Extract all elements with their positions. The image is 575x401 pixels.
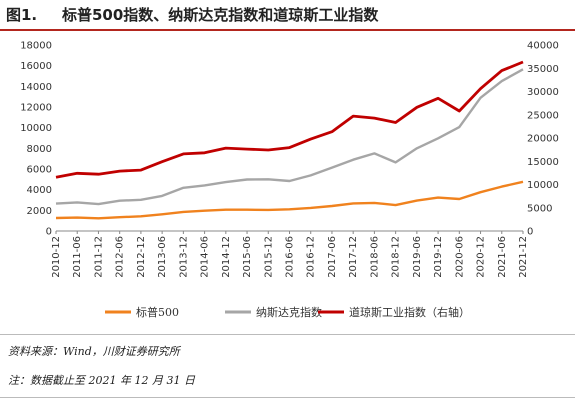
x-tick-label: 2012-06: [115, 236, 126, 278]
y-left-tick-label: 12000: [20, 103, 52, 114]
figure-title-bar: 图1. 标普500指数、纳斯达克指数和道琼斯工业指数: [0, 0, 575, 31]
x-tick-label: 2014-06: [200, 236, 211, 278]
y-right-tick-label: 15000: [527, 157, 559, 168]
chart-svg: 0 2000 4000 6000 8000 10000 12000 14000 16000 180…: [20, 41, 559, 320]
y-left-tick-label: 0: [46, 227, 52, 238]
date-note: 注：数据截止至 2021 年 12 月 31 日: [8, 374, 195, 387]
figure-title: 标普500指数、纳斯达克指数和道琼斯工业指数: [62, 6, 379, 24]
y-left-tick-label: 16000: [20, 61, 52, 72]
x-tick-label: 2020-12: [476, 236, 487, 278]
legend-label: 标普500: [136, 305, 179, 319]
x-tick-label: 2020-06: [454, 236, 465, 278]
sp500-line: [55, 180, 524, 220]
x-tick-label: 2021-06: [497, 236, 508, 278]
y-right-tick-label: 35000: [527, 64, 559, 75]
y-left-tick-label: 2000: [27, 206, 52, 217]
divider-bottom: [0, 397, 575, 398]
x-tick-label: 2017-12: [348, 236, 359, 278]
legend-label: 纳斯达克指数: [256, 305, 322, 319]
y-left-tick-label: 14000: [20, 82, 52, 93]
x-tick-label: 2018-06: [369, 236, 380, 278]
source-note: 资料来源：Wind，川财证券研究所: [8, 345, 180, 358]
y-right-tick-label: 10000: [527, 180, 559, 191]
y-left-tick-label: 10000: [20, 123, 52, 134]
x-tick-label: 2015-12: [263, 236, 274, 278]
x-tick-label: 2012-12: [136, 236, 147, 278]
nasdaq-line: [55, 68, 524, 206]
x-tick-label: 2015-06: [242, 236, 253, 278]
y-right-tick-label: 20000: [527, 134, 559, 145]
y-left-tick-label: 18000: [20, 41, 52, 52]
x-tick-label: 2019-12: [433, 236, 444, 278]
chart-axes: 0 2000 4000 6000 8000 10000 12000 14000 16000 180…: [20, 41, 559, 278]
x-tick-label: 2017-06: [327, 236, 338, 278]
figure-number: 图1.: [6, 6, 38, 24]
y-left-tick-label: 6000: [27, 165, 52, 176]
x-tick-label: 2021-12: [518, 236, 529, 278]
y-left-tick-label: 4000: [27, 185, 52, 196]
y-right-tick-label: 25000: [527, 110, 559, 121]
dow-line: [55, 60, 524, 179]
y-left-tick-label: 8000: [27, 144, 52, 155]
x-tick-label: 2014-12: [221, 236, 232, 278]
chart-lines: [55, 60, 524, 220]
y-right-tick-label: 0: [527, 227, 533, 238]
chart-legend: 标普500 纳斯达克指数 道琼斯工业指数（右轴）: [105, 305, 470, 319]
y-right-tick-label: 5000: [527, 203, 552, 214]
x-tick-label: 2016-12: [306, 236, 317, 278]
x-tick-label: 2010-12: [51, 236, 62, 278]
divider-top: [0, 334, 575, 335]
x-tick-label: 2011-06: [72, 236, 83, 278]
x-tick-label: 2013-06: [157, 236, 168, 278]
x-tick-label: 2019-06: [412, 236, 423, 278]
y-right-tick-label: 30000: [527, 87, 559, 98]
legend-label: 道琼斯工业指数（右轴）: [349, 305, 470, 319]
x-tick-label: 2016-06: [285, 236, 296, 278]
x-tick-label: 2013-12: [178, 236, 189, 278]
x-tick-label: 2011-12: [93, 236, 104, 278]
x-tick-label: 2018-12: [391, 236, 402, 278]
y-right-tick-label: 40000: [527, 41, 559, 52]
